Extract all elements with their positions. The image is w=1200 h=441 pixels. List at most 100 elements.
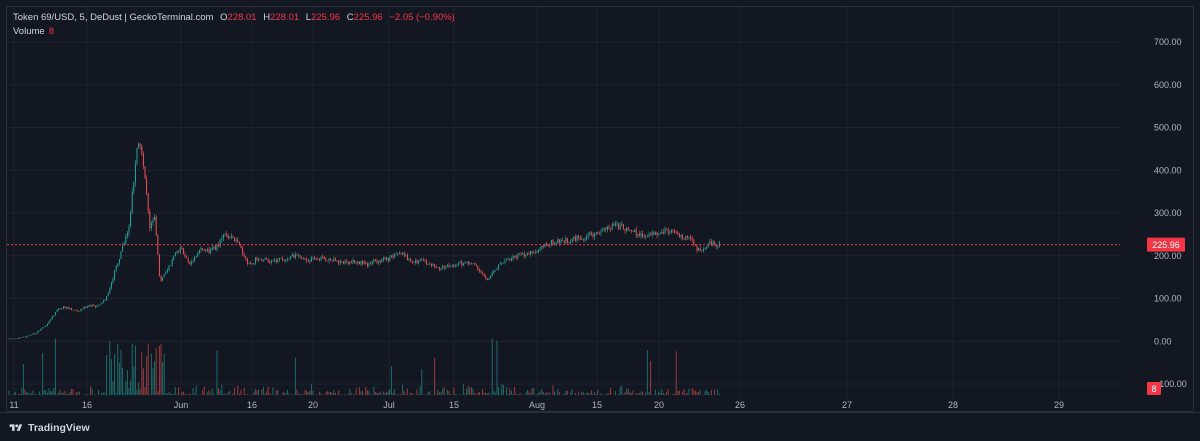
symbol-legend[interactable]: Token 69/USD, 5, DeDust | GeckoTerminal.…	[13, 11, 455, 25]
candle-body	[307, 260, 309, 262]
volume-bar	[507, 393, 509, 395]
volume-bar	[85, 393, 87, 395]
volume-bar	[584, 394, 586, 395]
volume-bar	[122, 367, 124, 395]
candle-body	[16, 338, 18, 340]
candle-body	[211, 247, 213, 250]
volume-bar	[536, 394, 538, 395]
candle-body	[534, 251, 536, 253]
candle-body	[382, 258, 384, 261]
volume-bar	[128, 388, 130, 395]
volume-bar	[565, 391, 567, 395]
candle-body	[584, 239, 586, 240]
volume-bar	[646, 350, 648, 395]
volume-bar	[229, 390, 231, 395]
volume-bar	[267, 386, 269, 395]
volume-bar	[662, 393, 664, 395]
candle-body	[602, 229, 604, 231]
volume-bar	[282, 392, 284, 395]
volume-bar	[227, 392, 229, 395]
tradingview-brand[interactable]: TradingView	[8, 422, 90, 434]
candle-body	[235, 239, 237, 242]
volume-bar	[349, 388, 351, 395]
high-value: 228.01	[270, 12, 300, 23]
volume-bar	[309, 390, 311, 395]
candle-body	[165, 272, 167, 275]
candle-body	[22, 336, 24, 338]
candle-body	[357, 261, 359, 264]
candle-body	[418, 260, 420, 264]
candle-body	[470, 263, 472, 265]
candle-body	[83, 306, 85, 310]
volume-bar	[640, 391, 642, 395]
volume-bar	[78, 391, 80, 395]
candle-body	[581, 238, 583, 240]
change-value: −2.05 (−0.90%)	[389, 12, 455, 23]
price-chart[interactable]: 700.00600.00500.00400.00300.00200.00100.…	[0, 0, 1200, 412]
volume-bar	[707, 391, 709, 395]
candle-body	[501, 263, 503, 264]
candle-body	[562, 240, 564, 241]
volume-bar	[192, 388, 194, 395]
candle-body	[18, 337, 20, 339]
candle-body	[267, 259, 269, 262]
volume-bar	[419, 385, 421, 395]
volume-bar	[664, 394, 666, 395]
candle-body	[288, 258, 290, 260]
volume-bar	[42, 352, 44, 395]
volume-bar	[118, 362, 120, 395]
volume-bar	[147, 343, 149, 395]
volume-bar	[478, 391, 480, 395]
volume-bar	[651, 394, 653, 395]
volume-bar	[456, 394, 458, 395]
candle-body	[14, 338, 16, 340]
candle-body	[621, 224, 623, 226]
volume-bar	[125, 381, 127, 395]
candle-body	[469, 263, 471, 265]
volume-bar	[402, 384, 404, 395]
candle-body	[376, 260, 378, 263]
volume-bar	[482, 388, 484, 395]
volume-bar	[405, 394, 407, 395]
candle-body	[550, 240, 552, 246]
candle-body	[493, 270, 495, 273]
volume-bar	[462, 384, 464, 395]
volume-bar	[618, 393, 620, 395]
candle-body	[133, 182, 135, 192]
volume-bar	[362, 390, 364, 395]
candle-body	[328, 258, 330, 262]
volume-bar	[469, 387, 471, 395]
volume-bar	[115, 392, 117, 395]
volume-bar	[518, 393, 520, 395]
candle-body	[603, 227, 605, 230]
candle-body	[714, 241, 716, 245]
candle-body	[355, 262, 357, 264]
candle-body	[310, 257, 312, 262]
candle-body	[277, 260, 279, 263]
candle-body	[37, 331, 39, 334]
volume-bar	[155, 348, 157, 395]
volume-bar	[643, 394, 645, 395]
candle-body	[374, 259, 376, 261]
volume-bar	[339, 394, 341, 395]
candle-body	[331, 260, 333, 262]
candle-body	[712, 241, 714, 246]
volume-legend[interactable]: Volume 8	[13, 25, 54, 39]
candle-body	[19, 337, 21, 339]
volume-bar	[40, 394, 42, 395]
volume-bar	[442, 388, 444, 395]
volume-bar	[190, 394, 192, 395]
volume-bar	[488, 392, 490, 395]
volume-bar	[102, 392, 104, 395]
candle-body	[91, 305, 93, 307]
candle-body	[34, 333, 36, 335]
candle-body	[362, 260, 364, 264]
volume-bar	[453, 387, 455, 395]
volume-bar	[558, 392, 560, 395]
candle-body	[264, 258, 266, 260]
volume-bar	[144, 387, 146, 395]
volume-bar	[672, 393, 674, 395]
volume-bar	[368, 390, 370, 395]
volume-bar	[29, 393, 31, 395]
volume-bar	[645, 392, 647, 395]
